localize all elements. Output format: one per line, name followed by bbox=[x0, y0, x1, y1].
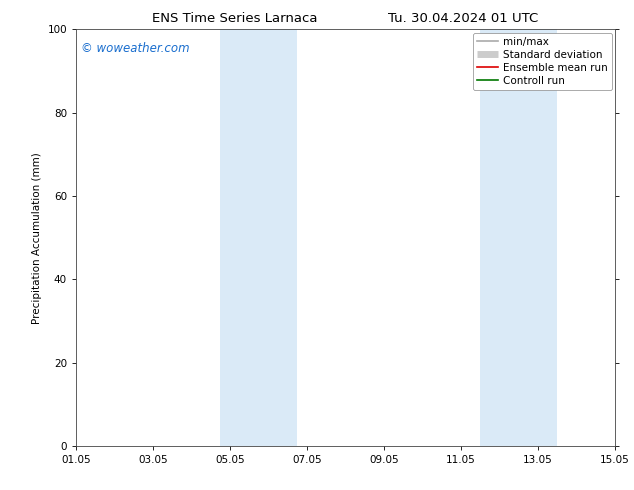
Bar bbox=[221, 29, 297, 446]
Bar bbox=[480, 29, 557, 446]
Y-axis label: Precipitation Accumulation (mm): Precipitation Accumulation (mm) bbox=[32, 152, 42, 323]
Text: © woweather.com: © woweather.com bbox=[81, 42, 190, 55]
Legend: min/max, Standard deviation, Ensemble mean run, Controll run: min/max, Standard deviation, Ensemble me… bbox=[473, 32, 612, 90]
Text: Tu. 30.04.2024 01 UTC: Tu. 30.04.2024 01 UTC bbox=[388, 12, 538, 25]
Text: ENS Time Series Larnaca: ENS Time Series Larnaca bbox=[152, 12, 318, 25]
